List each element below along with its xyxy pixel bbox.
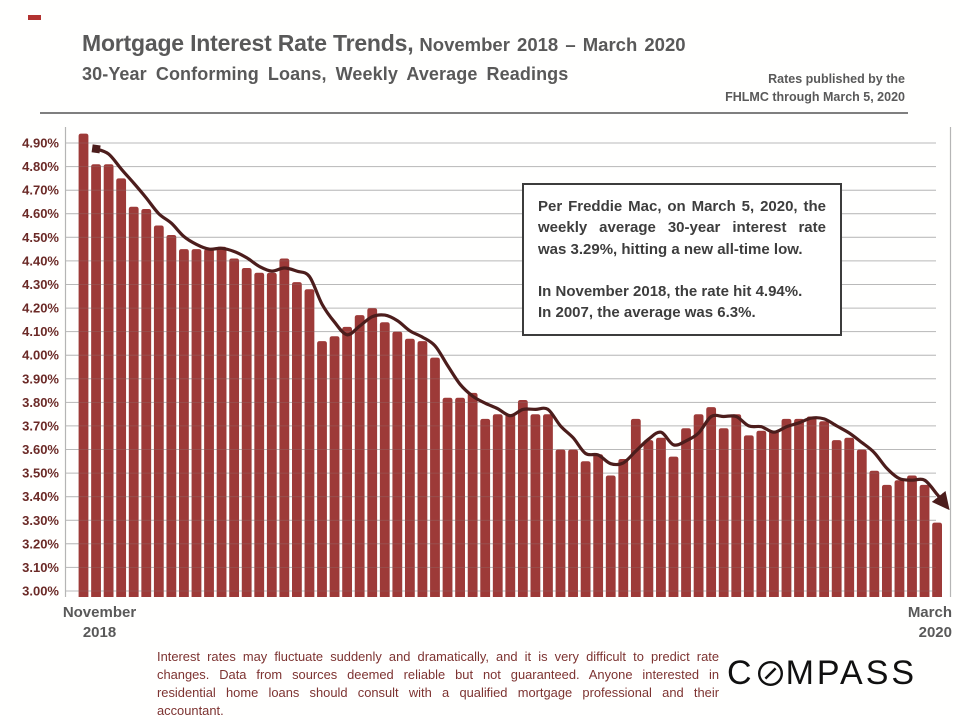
svg-text:3.30%: 3.30% [22, 513, 59, 528]
svg-text:3.20%: 3.20% [22, 536, 59, 551]
compass-o-icon [757, 660, 783, 687]
corner-mark [28, 15, 41, 20]
compass-logo: C MPASS [727, 654, 918, 692]
source-note-line2: FHLMC through March 5, 2020 [725, 90, 905, 105]
svg-text:4.10%: 4.10% [22, 324, 59, 339]
svg-text:4.80%: 4.80% [22, 159, 59, 174]
svg-text:3.90%: 3.90% [22, 371, 59, 386]
svg-text:4.30%: 4.30% [22, 277, 59, 292]
svg-text:4.60%: 4.60% [22, 206, 59, 221]
title-period: November 2018 – March 2020 [419, 34, 686, 55]
disclaimer-text: Interest rates may fluctuate suddenly an… [157, 649, 719, 719]
x-axis-label-start: November 2018 [62, 604, 137, 642]
source-note: Rates published by the FHLMC through Mar… [725, 70, 905, 106]
svg-text:4.50%: 4.50% [22, 230, 59, 245]
svg-text:4.40%: 4.40% [22, 253, 59, 268]
svg-text:3.60%: 3.60% [22, 442, 59, 457]
svg-text:3.40%: 3.40% [22, 489, 59, 504]
annotation-para2: In November 2018, the rate hit 4.94%. In… [538, 282, 803, 322]
svg-text:4.20%: 4.20% [22, 301, 59, 316]
header: Mortgage Interest Rate Trends, November 2… [82, 30, 686, 57]
svg-text:4.00%: 4.00% [22, 348, 59, 363]
svg-text:3.50%: 3.50% [22, 466, 59, 481]
svg-text:3.10%: 3.10% [22, 560, 59, 575]
annotation-para1: Per Freddie Mac, on March 5, 2020, the w… [538, 198, 826, 258]
subtitle: 30-Year Conforming Loans, Weekly Average… [82, 64, 569, 84]
x-axis-label-end: March 2020 [907, 604, 952, 642]
svg-text:3.80%: 3.80% [22, 395, 59, 410]
header-divider [40, 112, 908, 114]
svg-text:4.90%: 4.90% [22, 136, 59, 151]
page-title: Mortgage Interest Rate Trends, [82, 30, 414, 56]
svg-text:3.00%: 3.00% [22, 584, 59, 599]
svg-text:3.70%: 3.70% [22, 418, 59, 433]
source-note-line1: Rates published by the [768, 72, 905, 86]
annotation-box: Per Freddie Mac, on March 5, 2020, the w… [522, 183, 842, 337]
svg-text:4.70%: 4.70% [22, 183, 59, 198]
